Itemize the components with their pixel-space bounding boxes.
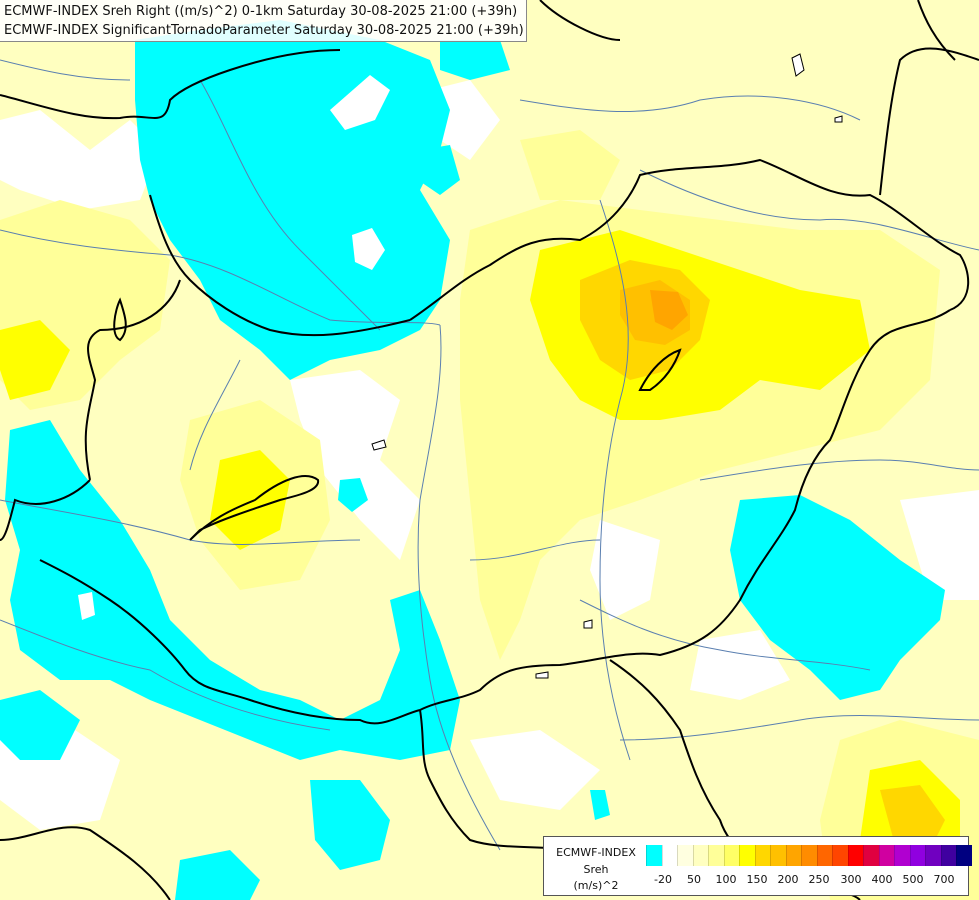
color-legend: ECMWF-INDEX Sreh (m/s)^2 -20 50 100 150 200 2… <box>543 836 972 896</box>
legend-tick-label: 500 <box>902 873 924 886</box>
legend-swatches <box>646 845 972 866</box>
map-title-box: ECMWF-INDEX Sreh Right ((m/s)^2) 0-1km S… <box>0 0 527 42</box>
legend-swatch <box>754 845 770 866</box>
legend-swatch <box>940 845 956 866</box>
legend-tick-label: 150 <box>746 873 768 886</box>
legend-swatch <box>878 845 894 866</box>
legend-variable: Sreh <box>583 863 609 876</box>
legend-tick-label: 200 <box>777 873 799 886</box>
legend-swatch <box>708 845 724 866</box>
legend-swatch <box>785 845 801 866</box>
legend-swatch <box>925 845 941 866</box>
legend-swatch <box>723 845 739 866</box>
legend-swatch <box>770 845 786 866</box>
legend-tick-label: 400 <box>871 873 893 886</box>
legend-swatch <box>894 845 910 866</box>
legend-swatch <box>677 845 693 866</box>
legend-swatch <box>909 845 925 866</box>
legend-swatch <box>847 845 863 866</box>
legend-ticks: -20 50 100 150 200 250 300 400 500 700 <box>646 873 966 889</box>
legend-tick-label: 100 <box>715 873 737 886</box>
legend-name: ECMWF-INDEX <box>556 846 636 859</box>
legend-swatch <box>863 845 879 866</box>
legend-tick-label: 250 <box>808 873 830 886</box>
title-line-2: ECMWF-INDEX SignificantTornadoParameter … <box>4 23 524 38</box>
legend-swatch <box>801 845 817 866</box>
cyan-holes <box>78 75 390 620</box>
legend-swatch <box>816 845 832 866</box>
legend-swatch <box>692 845 708 866</box>
legend-tick-label: -20 <box>654 873 672 886</box>
legend-swatch <box>832 845 848 866</box>
lakes <box>371 53 843 679</box>
legend-swatch <box>956 845 972 866</box>
legend-tick-label: 300 <box>840 873 862 886</box>
legend-tick-label: 700 <box>933 873 955 886</box>
legend-unit: (m/s)^2 <box>573 879 619 892</box>
legend-swatch <box>646 845 662 866</box>
legend-swatch <box>739 845 755 866</box>
title-line-1: ECMWF-INDEX Sreh Right ((m/s)^2) 0-1km S… <box>4 4 518 19</box>
legend-tick-label: 50 <box>687 873 701 886</box>
legend-swatch <box>661 845 677 866</box>
